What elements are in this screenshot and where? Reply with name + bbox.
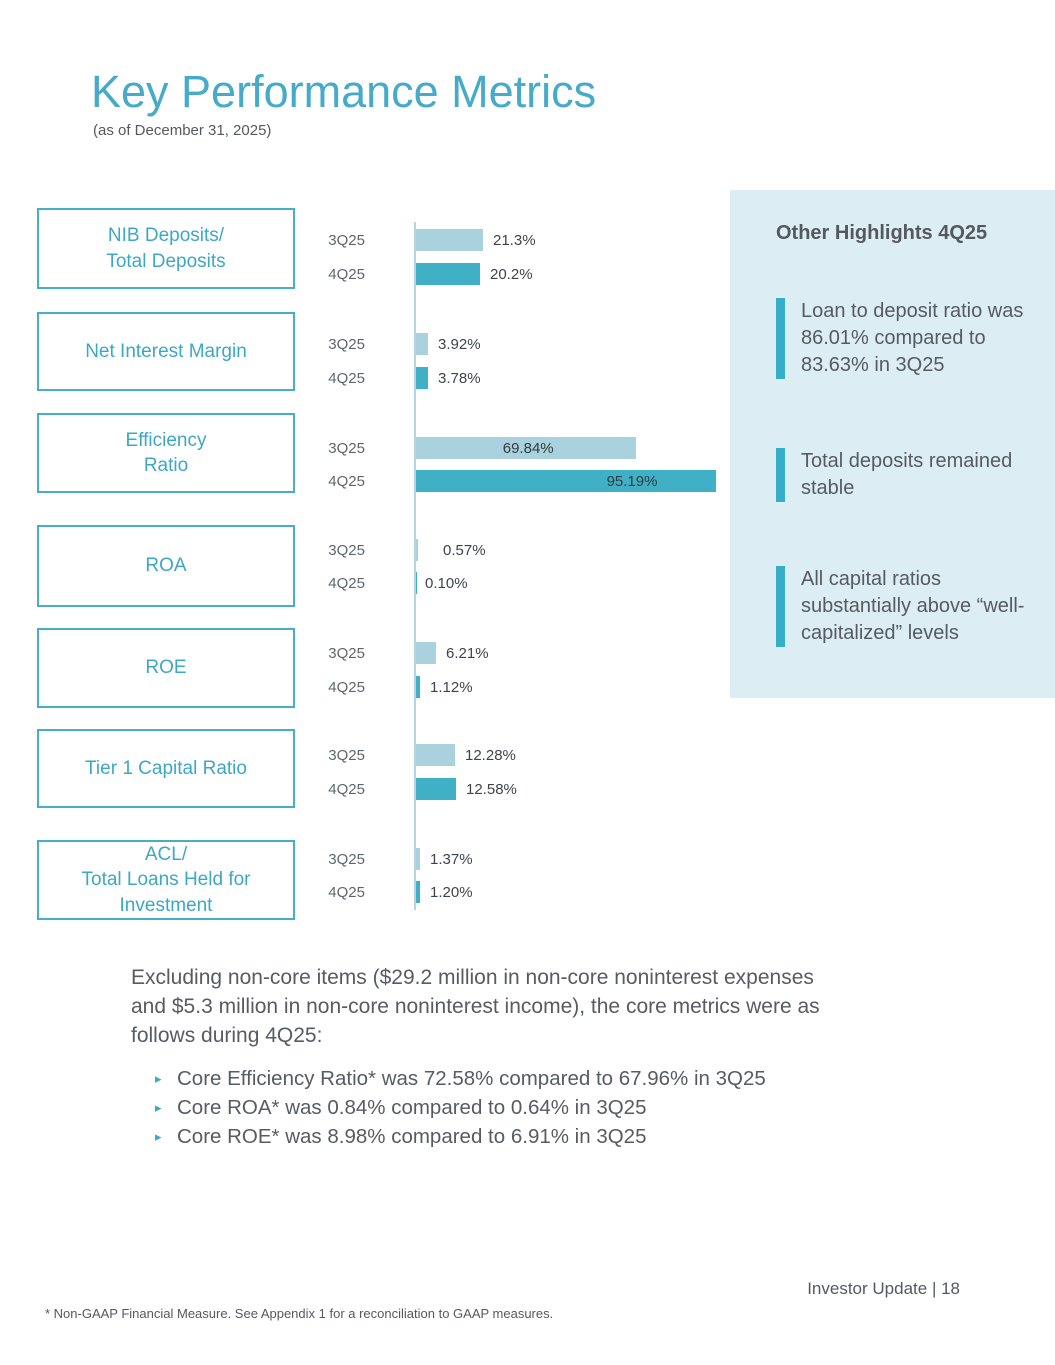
bullet-item: ▸ Core ROE* was 8.98% compared to 6.91% i…	[155, 1122, 955, 1151]
quarter-label: 3Q25	[328, 851, 365, 868]
bar-3Q25	[416, 744, 455, 766]
bullet-item: ▸ Core Efficiency Ratio* was 72.58% compa…	[155, 1064, 955, 1093]
metric-box-label: Net Interest Margin	[85, 340, 247, 362]
metric-box-label: ACL/Total Loans Held for Investment	[81, 844, 251, 916]
bar-3Q25	[416, 642, 436, 664]
quarter-label: 4Q25	[328, 266, 365, 283]
quarter-label: 3Q25	[328, 336, 365, 353]
highlight-item: Total deposits remained stable	[776, 448, 1038, 502]
footer-page-label: Investor Update | 18	[807, 1279, 960, 1298]
value-label: 6.21%	[446, 645, 489, 662]
bar-3Q25	[416, 229, 483, 251]
highlight-accent-bar	[776, 298, 785, 379]
bar-4Q25	[416, 263, 480, 285]
highlight-item: All capital ratios substantially above “…	[776, 566, 1038, 647]
value-label: 21.3%	[493, 232, 536, 249]
bullet-text: Core ROE* was 8.98% compared to 6.91% in…	[177, 1125, 647, 1148]
quarter-label: 3Q25	[328, 232, 365, 249]
quarter-label: 4Q25	[328, 575, 365, 592]
quarter-label: 4Q25	[328, 679, 365, 696]
value-label: 3.78%	[438, 370, 481, 387]
metric-box-label: Tier 1 Capital Ratio	[85, 757, 247, 779]
quarter-label: 3Q25	[328, 440, 365, 457]
bullet-text: Core ROA* was 0.84% compared to 0.64% in…	[177, 1096, 647, 1119]
bar-4Q25	[416, 470, 716, 492]
quarter-label: 3Q25	[328, 747, 365, 764]
quarter-label: 4Q25	[328, 370, 365, 387]
slide-subtitle: (as of December 31, 2025)	[93, 122, 272, 139]
chart-axis-line	[414, 222, 416, 910]
bar-4Q25	[416, 778, 456, 800]
bar-3Q25	[416, 437, 636, 459]
metric-box: Tier 1 Capital Ratio	[37, 729, 295, 808]
notes-paragraph: Excluding non-core items ($29.2 million …	[131, 966, 820, 1047]
bullet-text: Core Efficiency Ratio* was 72.58% compar…	[177, 1067, 766, 1090]
metric-box: ROE	[37, 628, 295, 708]
value-label: 20.2%	[490, 266, 533, 283]
core-bullet-list: ▸ Core Efficiency Ratio* was 72.58% compa…	[155, 1064, 955, 1151]
highlight-item: Loan to deposit ratio was 86.01% compare…	[776, 298, 1038, 379]
bar-3Q25	[416, 848, 420, 870]
quarter-label: 4Q25	[328, 473, 365, 490]
metric-box: ROA	[37, 525, 295, 607]
quarter-label: 3Q25	[328, 645, 365, 662]
highlight-accent-bar	[776, 448, 785, 502]
highlight-text: All capital ratios substantially above “…	[801, 568, 1025, 644]
highlight-text: Loan to deposit ratio was 86.01% compare…	[801, 300, 1024, 376]
metric-box: Efficiency Ratio	[37, 413, 295, 493]
value-label: 1.12%	[430, 679, 473, 696]
bar-3Q25	[416, 539, 418, 561]
bar-4Q25	[416, 572, 417, 594]
value-label: 3.92%	[438, 336, 481, 353]
highlight-text: Total deposits remained stable	[801, 450, 1013, 499]
value-label: 0.10%	[425, 575, 468, 592]
metric-box-label: ROE	[145, 657, 187, 679]
bullet-arrow-icon: ▸	[155, 1071, 162, 1086]
value-label: 12.58%	[466, 781, 517, 798]
value-label: 69.84%	[502, 440, 554, 457]
metric-box-label: Efficiency Ratio	[125, 429, 207, 476]
value-label: 12.28%	[465, 747, 516, 764]
metric-box-label: ROA	[145, 555, 187, 577]
value-label: 95.19%	[606, 473, 658, 490]
metric-box: Net Interest Margin	[37, 312, 295, 391]
highlight-accent-bar	[776, 566, 785, 647]
value-label: 1.37%	[430, 851, 473, 868]
quarter-label: 4Q25	[328, 781, 365, 798]
bullet-arrow-icon: ▸	[155, 1129, 162, 1144]
quarter-label: 4Q25	[328, 884, 365, 901]
bar-4Q25	[416, 676, 420, 698]
metric-box: ACL/Total Loans Held for Investment	[37, 840, 295, 920]
bar-4Q25	[416, 881, 420, 903]
value-label: 0.57%	[443, 542, 486, 559]
bar-3Q25	[416, 333, 428, 355]
quarter-label: 3Q25	[328, 542, 365, 559]
bullet-item: ▸ Core ROA* was 0.84% compared to 0.64% i…	[155, 1093, 955, 1122]
page-title: Key Performance Metrics	[91, 66, 597, 117]
bullet-arrow-icon: ▸	[155, 1100, 162, 1115]
highlights-title: Other Highlights 4Q25	[776, 222, 988, 244]
footnote: * Non-GAAP Financial Measure. See Append…	[45, 1306, 554, 1321]
value-label: 1.20%	[430, 884, 473, 901]
highlights-panel: Other Highlights 4Q25 Loan to deposit ra…	[730, 190, 1055, 698]
bar-4Q25	[416, 367, 428, 389]
metric-box-label: NIB Deposits/Total Deposits	[106, 225, 226, 272]
metric-box: NIB Deposits/Total Deposits	[37, 208, 295, 289]
